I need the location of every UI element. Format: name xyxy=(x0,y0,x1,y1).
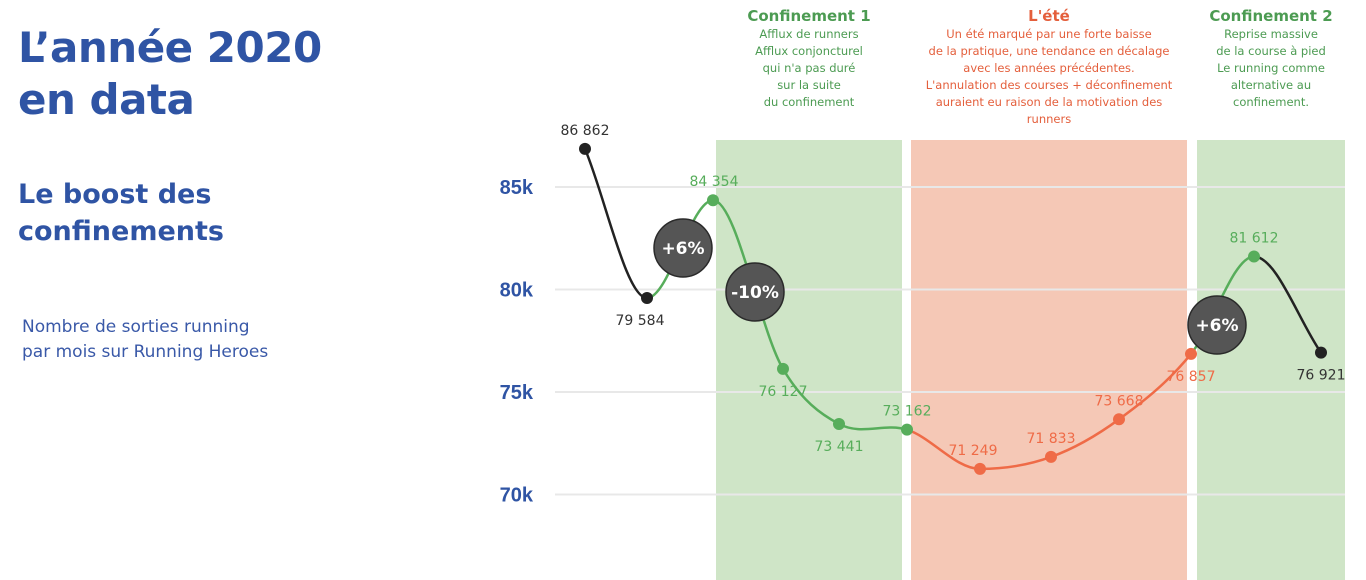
annotation-title: L'été xyxy=(1028,7,1070,25)
annotation-line: confinement. xyxy=(1233,95,1309,109)
y-axis: 85k 80k 75k 70k xyxy=(500,177,534,507)
data-points xyxy=(579,142,1327,475)
annotation-line: qui n'a pas duré xyxy=(762,61,856,75)
annotation-line: L'annulation des courses + déconfinement xyxy=(925,78,1173,92)
data-label: 73 668 xyxy=(1095,393,1144,409)
page-title: L’année 2020 en data xyxy=(18,22,322,126)
annotation-title: Confinement 1 xyxy=(747,7,871,25)
data-point xyxy=(1315,346,1327,359)
y-tick-label: 75k xyxy=(500,382,534,404)
annotation-line: sur la suite xyxy=(777,78,841,92)
annotation-line: alternative au xyxy=(1230,78,1312,92)
annotation-ete: L'été Un été marqué par une forte baisse… xyxy=(900,6,1198,128)
data-point xyxy=(1045,450,1057,463)
data-label: 76 857 xyxy=(1167,369,1216,385)
data-label: 86 862 xyxy=(561,123,610,139)
annotation-line: de la pratique, une tendance en décalage xyxy=(928,44,1170,58)
subtitle-line-2: confinements xyxy=(18,216,224,247)
line-segment xyxy=(1049,418,1121,459)
data-point xyxy=(974,462,986,475)
line-segment xyxy=(905,428,982,471)
chart-description: Nombre de sorties running par mois sur R… xyxy=(22,315,268,365)
y-tick-label: 80k xyxy=(500,280,534,302)
line-segment xyxy=(1117,352,1193,421)
description-line-1: Nombre de sorties running xyxy=(22,317,250,337)
data-label: 79 584 xyxy=(616,313,665,329)
data-point xyxy=(1248,250,1260,263)
change-badge-label: +6% xyxy=(1195,316,1238,336)
change-badge xyxy=(653,218,713,278)
period-bands xyxy=(716,140,1345,580)
data-label: 76 921 xyxy=(1297,368,1346,384)
annotation-line: avec les années précédentes. xyxy=(963,61,1135,75)
annotation-title: Confinement 2 xyxy=(1209,7,1333,25)
change-badge-label: -10% xyxy=(731,283,779,303)
data-label: 84 354 xyxy=(690,174,739,190)
data-label: 81 612 xyxy=(1230,230,1279,246)
data-label: 71 833 xyxy=(1027,431,1076,447)
data-label: 71 249 xyxy=(949,443,998,459)
annotation-confinement-2: Confinement 2 Reprise massive de la cour… xyxy=(1193,6,1349,111)
data-labels: 86 862 79 584 84 354 76 127 73 441 73 162 71 2… xyxy=(561,123,1346,459)
annotation-line: de la course à pied xyxy=(1216,44,1326,58)
title-line-2: en data xyxy=(18,75,195,124)
annotation-line: du confinement xyxy=(763,95,855,109)
change-badge-label: +6% xyxy=(661,239,704,259)
title-line-1: L’année 2020 xyxy=(18,23,322,72)
line-segment xyxy=(583,147,649,300)
annotation-line: auraient eu raison de la motivation des xyxy=(935,95,1163,109)
annotation-line: Reprise massive xyxy=(1224,27,1318,41)
y-tick-label: 70k xyxy=(500,485,534,507)
line-segment xyxy=(1252,255,1323,354)
data-point xyxy=(901,423,913,436)
data-point xyxy=(833,417,845,430)
data-point xyxy=(1185,347,1197,360)
data-point xyxy=(707,194,719,207)
band-ete xyxy=(911,140,1187,580)
line-segment xyxy=(978,455,1053,471)
gridlines xyxy=(555,186,1345,496)
annotation-line: runners xyxy=(1026,112,1072,126)
subtitle-line-1: Le boost des xyxy=(18,179,212,210)
band-confinement-2 xyxy=(1197,140,1345,580)
annotation-line: Afflux conjoncturel xyxy=(755,44,863,58)
data-point xyxy=(1113,413,1125,426)
data-point xyxy=(579,142,591,155)
change-badge xyxy=(725,262,785,322)
annotation-line: Le running comme xyxy=(1217,61,1325,75)
band-confinement-1 xyxy=(716,140,902,580)
change-badge xyxy=(1187,295,1247,355)
y-tick-label: 85k xyxy=(500,177,534,199)
change-badges: +6% -10% +6% xyxy=(653,218,1247,355)
data-label: 76 127 xyxy=(759,384,808,400)
line-segment xyxy=(837,422,909,431)
annotation-confinement-1: Confinement 1 Afflux de runners Afflux c… xyxy=(716,6,902,111)
description-line-2: par mois sur Running Heroes xyxy=(22,342,269,362)
page-subtitle: Le boost des confinements xyxy=(18,176,224,250)
data-point xyxy=(641,292,653,305)
data-label: 73 441 xyxy=(815,439,864,455)
annotation-line: Un été marqué par une forte baisse xyxy=(946,27,1152,41)
data-label: 73 162 xyxy=(883,404,932,420)
data-point xyxy=(777,362,789,375)
annotation-line: Afflux de runners xyxy=(759,27,859,41)
